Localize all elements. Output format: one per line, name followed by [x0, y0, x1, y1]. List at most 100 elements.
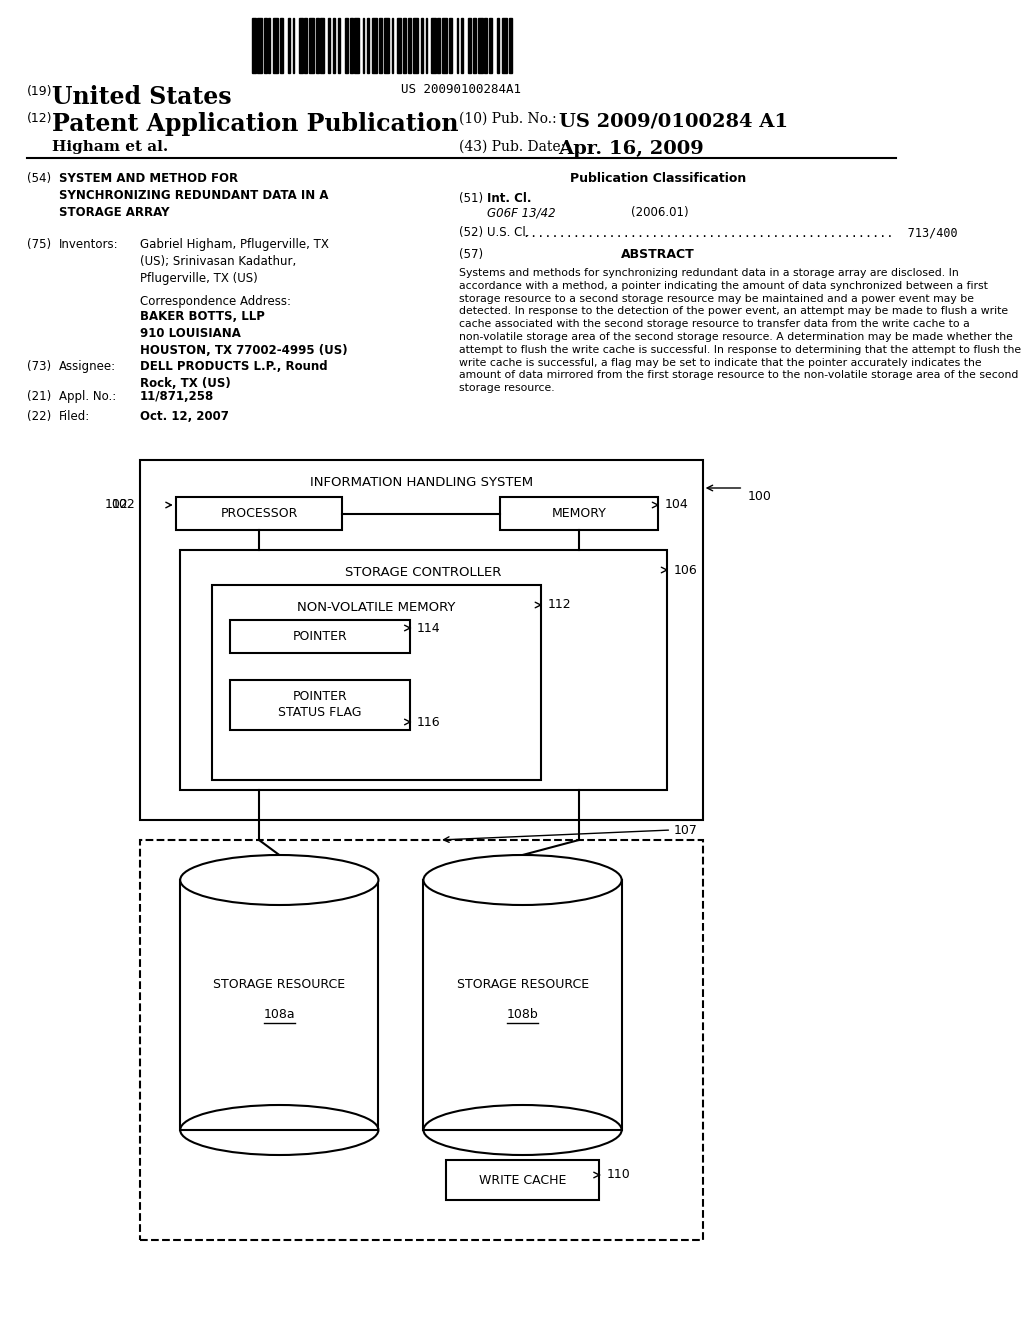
Text: 107: 107 — [674, 824, 697, 837]
Text: (43) Pub. Date:: (43) Pub. Date: — [460, 140, 565, 154]
Text: Publication Classification: Publication Classification — [569, 172, 745, 185]
Bar — [446, 1160, 599, 1200]
Text: (73): (73) — [27, 360, 51, 374]
Text: US 20090100284A1: US 20090100284A1 — [401, 83, 521, 96]
Ellipse shape — [180, 855, 379, 906]
Text: (54): (54) — [27, 172, 51, 185]
Bar — [288, 18, 290, 73]
Text: STORAGE RESOURCE: STORAGE RESOURCE — [457, 978, 589, 991]
Text: 108a: 108a — [263, 1008, 295, 1022]
Text: Inventors:: Inventors: — [58, 238, 118, 251]
Bar — [354, 18, 359, 73]
Bar — [379, 18, 382, 73]
Text: 116: 116 — [417, 715, 440, 729]
Bar — [392, 18, 393, 73]
Text: (75): (75) — [27, 238, 51, 251]
Text: 11/871,258: 11/871,258 — [139, 389, 214, 403]
Text: Appl. No.:: Appl. No.: — [58, 389, 116, 403]
Bar — [431, 18, 435, 73]
Text: (57): (57) — [460, 248, 483, 261]
Bar — [384, 18, 388, 73]
Bar — [368, 18, 369, 73]
Text: (2006.01): (2006.01) — [631, 206, 688, 219]
Bar — [413, 18, 418, 73]
Bar — [462, 18, 463, 73]
Text: POINTER
STATUS FLAG: POINTER STATUS FLAG — [279, 690, 361, 719]
Bar — [468, 18, 471, 73]
Bar — [349, 18, 353, 73]
Bar — [373, 18, 377, 73]
Bar — [421, 18, 423, 73]
Text: NON-VOLATILE MEMORY: NON-VOLATILE MEMORY — [297, 601, 456, 614]
Text: Higham et al.: Higham et al. — [52, 140, 169, 154]
Bar — [362, 18, 365, 73]
Text: WRITE CACHE: WRITE CACHE — [479, 1173, 566, 1187]
Text: Gabriel Higham, Pflugerville, TX
(US); Srinivasan Kadathur,
Pflugerville, TX (US: Gabriel Higham, Pflugerville, TX (US); S… — [139, 238, 329, 285]
Text: MEMORY: MEMORY — [552, 507, 606, 520]
Bar — [273, 18, 279, 73]
Bar — [484, 18, 487, 73]
Bar — [338, 18, 340, 73]
Text: INFORMATION HANDLING SYSTEM: INFORMATION HANDLING SYSTEM — [309, 477, 532, 488]
Text: Patent Application Publication: Patent Application Publication — [52, 112, 459, 136]
Bar — [424, 880, 622, 1130]
Text: ....................................................  713/400: ........................................… — [522, 226, 957, 239]
Text: 108b: 108b — [507, 1008, 539, 1022]
Bar — [329, 18, 330, 73]
Bar — [263, 18, 267, 73]
Text: G06F 13/42: G06F 13/42 — [486, 206, 555, 219]
Text: 114: 114 — [417, 622, 440, 635]
Text: 104: 104 — [665, 499, 689, 511]
Text: STORAGE CONTROLLER: STORAGE CONTROLLER — [345, 566, 502, 579]
Text: 100: 100 — [748, 490, 772, 503]
Bar — [396, 18, 401, 73]
Text: (12): (12) — [27, 112, 52, 125]
Bar — [345, 18, 348, 73]
Bar — [212, 585, 541, 780]
Bar — [498, 18, 499, 73]
Text: 102: 102 — [105, 499, 129, 511]
Text: BAKER BOTTS, LLP
910 LOUISIANA
HOUSTON, TX 77002-4995 (US): BAKER BOTTS, LLP 910 LOUISIANA HOUSTON, … — [139, 310, 347, 356]
Text: United States: United States — [52, 84, 231, 110]
Bar — [403, 18, 407, 73]
Bar — [180, 550, 667, 789]
Text: US 2009/0100284 A1: US 2009/0100284 A1 — [559, 112, 787, 129]
Bar — [176, 498, 342, 531]
Bar — [426, 18, 427, 73]
Bar — [309, 18, 314, 73]
Bar — [408, 18, 412, 73]
Text: Systems and methods for synchronizing redundant data in a storage array are disc: Systems and methods for synchronizing re… — [460, 268, 1022, 393]
Bar — [502, 18, 507, 73]
Text: PROCESSOR: PROCESSOR — [220, 507, 298, 520]
Text: Filed:: Filed: — [58, 411, 90, 422]
Text: STORAGE RESOURCE: STORAGE RESOURCE — [213, 978, 345, 991]
Text: Int. Cl.: Int. Cl. — [486, 191, 531, 205]
Bar — [229, 620, 410, 653]
Bar — [509, 18, 512, 73]
Bar — [280, 18, 283, 73]
Bar — [299, 18, 302, 73]
Bar — [180, 880, 379, 1130]
Text: 106: 106 — [674, 564, 697, 577]
Text: DELL PRODUCTS L.P., Round
Rock, TX (US): DELL PRODUCTS L.P., Round Rock, TX (US) — [139, 360, 328, 389]
Text: (10) Pub. No.:: (10) Pub. No.: — [460, 112, 557, 125]
Text: (52): (52) — [460, 226, 483, 239]
Bar — [478, 18, 482, 73]
Bar — [321, 18, 324, 73]
Bar — [293, 18, 295, 73]
Text: SYSTEM AND METHOD FOR
SYNCHRONIZING REDUNDANT DATA IN A
STORAGE ARRAY: SYSTEM AND METHOD FOR SYNCHRONIZING REDU… — [58, 172, 328, 219]
Bar — [473, 18, 476, 73]
Bar — [304, 18, 307, 73]
Bar — [334, 18, 335, 73]
Bar — [315, 18, 318, 73]
Bar — [252, 18, 256, 73]
Bar — [449, 18, 452, 73]
Text: 110: 110 — [606, 1168, 630, 1181]
Text: 112: 112 — [548, 598, 571, 611]
Ellipse shape — [424, 855, 622, 906]
Text: Correspondence Address:: Correspondence Address: — [139, 294, 291, 308]
Bar — [457, 18, 458, 73]
Text: Assignee:: Assignee: — [58, 360, 116, 374]
Text: U.S. Cl.: U.S. Cl. — [486, 226, 529, 239]
Text: ABSTRACT: ABSTRACT — [621, 248, 694, 261]
